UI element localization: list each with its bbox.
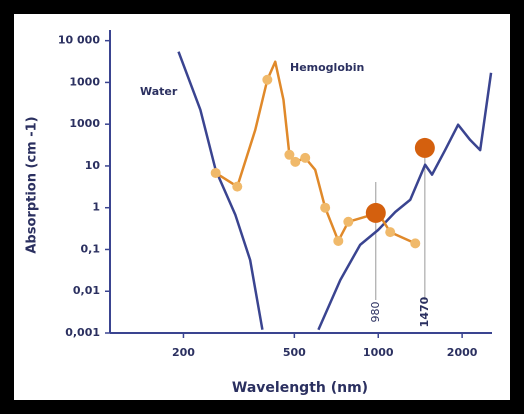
y-tick-label: 1000 [69,75,100,88]
series-line [317,72,493,331]
marker-point [410,238,421,249]
y-tick-label: 0,1 [81,242,101,255]
series-label: Water [140,85,178,98]
y-tick-label: 10 [85,159,101,172]
y-tick-label: 1 [92,201,100,214]
marker-point [284,149,295,160]
y-tick-label: 1000 [69,117,100,130]
annotation-label: 1470 [418,296,431,327]
plot-background [14,14,510,400]
marker-point [232,181,243,192]
y-tick-label: 0,001 [65,326,100,339]
series-line [215,60,416,245]
series-label: Hemoglobin [290,61,364,74]
highlight-point [414,137,435,158]
marker-point [320,202,331,213]
y-tick-label: 10 000 [58,34,100,47]
highlight-point [365,202,386,223]
marker-point [343,216,354,227]
marker-point [385,227,396,238]
x-tick-label: 200 [172,346,195,359]
y-axis-label: Absorption (cm -1) [25,116,40,253]
marker-point [333,235,344,246]
marker-point [210,167,221,178]
x-tick-label: 2000 [447,346,478,359]
annotation-label: 980 [369,302,382,323]
marker-point [300,152,311,163]
series-line [177,51,264,330]
marker-point [290,156,301,167]
marker-point [262,74,273,85]
y-tick-label: 0,01 [73,284,100,297]
x-axis-label: Wavelength (nm) [232,380,368,396]
x-tick-label: 500 [283,346,306,359]
x-tick-label: 1000 [363,346,394,359]
